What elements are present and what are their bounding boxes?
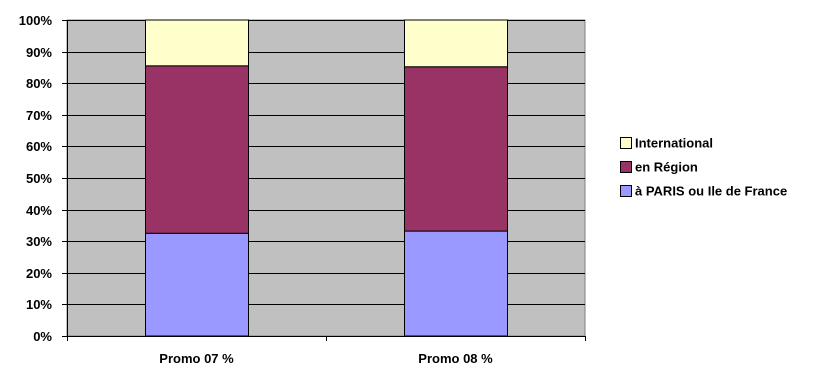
y-tick-label: 60%	[26, 139, 52, 154]
bar-segment	[145, 65, 249, 234]
y-tick-label: 100%	[19, 13, 53, 28]
y-tick-label: 10%	[26, 297, 52, 312]
y-tick-label: 40%	[26, 203, 52, 218]
bars	[145, 19, 508, 337]
legend-label: en Région	[635, 160, 698, 175]
bar-segment	[404, 66, 508, 232]
legend-swatch	[620, 161, 632, 173]
y-tick-label: 90%	[26, 45, 52, 60]
x-axis: Promo 07 % Promo 08 %	[67, 336, 586, 366]
y-tick-label: 30%	[26, 234, 52, 249]
y-tick-label: 0%	[33, 329, 52, 344]
y-tick-label: 20%	[26, 266, 52, 281]
legend-label: à PARIS ou Ile de France	[635, 184, 787, 199]
y-tick-label: 50%	[26, 171, 52, 186]
y-axis: 0% 10% 20% 30% 40% 50% 60% 70% 80% 90% 100%	[19, 13, 68, 344]
legend-label: International	[635, 136, 713, 151]
bar-segment	[404, 230, 508, 337]
bar-segment	[145, 232, 249, 337]
y-tick-label: 70%	[26, 108, 52, 123]
y-tick-label: 80%	[26, 76, 52, 91]
legend-swatch	[620, 137, 632, 149]
bar-segment	[404, 19, 508, 68]
legend: International en Région à PARIS ou Ile de …	[620, 136, 787, 199]
legend-swatch	[620, 185, 632, 197]
bar-segment	[145, 19, 249, 67]
x-category-label: Promo 08 %	[418, 351, 493, 366]
x-category-label: Promo 07 %	[159, 351, 234, 366]
